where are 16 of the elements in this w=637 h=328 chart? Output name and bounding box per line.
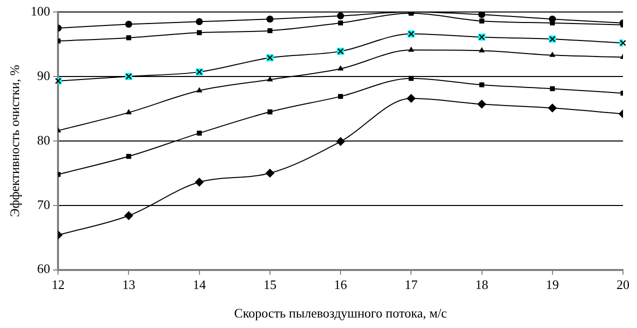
y-axis-title: Эффективность очистки, % — [7, 64, 22, 217]
x-tick-label: 13 — [122, 277, 136, 292]
y-tick-label: 60 — [37, 261, 50, 276]
x-tick-label: 16 — [334, 277, 348, 292]
y-tick-label: 80 — [37, 132, 50, 148]
y-tick-label: 100 — [30, 3, 50, 18]
y-tick-label: 70 — [37, 196, 50, 212]
x-tick-label: 14 — [192, 277, 206, 292]
x-axis-title: Скорость пылевоздушного потока, м/с — [234, 306, 448, 321]
x-tick-label: 17 — [404, 277, 418, 292]
x-tick-label: 19 — [546, 277, 559, 292]
x-tick-label: 15 — [263, 277, 276, 292]
x-tick-label: 12 — [52, 277, 65, 292]
x-tick-label: 18 — [475, 277, 488, 292]
y-tick-label: 90 — [37, 68, 50, 83]
x-tick-label: 20 — [616, 277, 630, 292]
